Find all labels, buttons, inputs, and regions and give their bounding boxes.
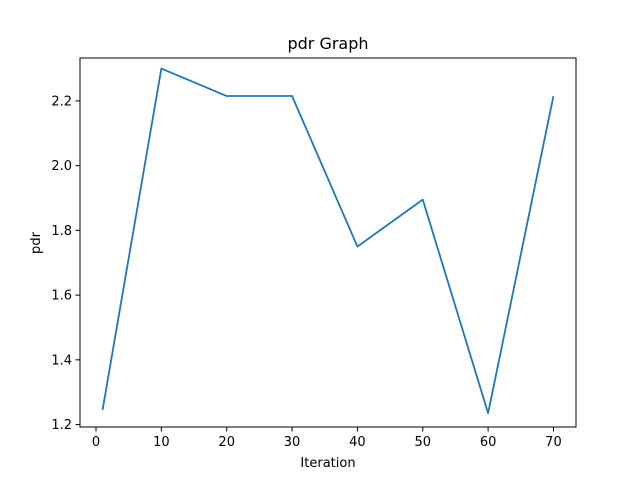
x-axis-label: Iteration — [300, 456, 355, 471]
x-tick-label: 50 — [414, 435, 431, 450]
x-tick-label: 20 — [218, 435, 235, 450]
y-tick-label: 1.8 — [51, 224, 72, 239]
y-tick-label: 1.6 — [51, 289, 72, 304]
x-tick-label: 60 — [480, 435, 497, 450]
plot-frame — [79, 57, 577, 428]
x-tick-label: 40 — [349, 435, 366, 450]
y-axis-label: pdr — [29, 231, 44, 254]
plot-area — [79, 57, 577, 428]
y-tick-label: 1.2 — [51, 418, 72, 433]
series-line-0 — [101, 67, 555, 415]
x-axis-ticks: 0 10 20 30 40 50 60 70 — [92, 427, 562, 450]
y-axis-ticks: 1.2 1.4 1.6 1.8 2.0 2.2 — [51, 94, 80, 433]
x-tick-label: 70 — [545, 435, 562, 450]
y-tick-label: 1.4 — [51, 353, 72, 368]
x-tick-label: 30 — [284, 435, 301, 450]
y-tick-label: 2.2 — [51, 94, 72, 109]
y-tick-label: 2.0 — [51, 159, 72, 174]
x-tick-label: 10 — [153, 435, 170, 450]
chart-title: pdr Graph — [287, 34, 368, 53]
x-tick-label: 0 — [92, 435, 100, 450]
